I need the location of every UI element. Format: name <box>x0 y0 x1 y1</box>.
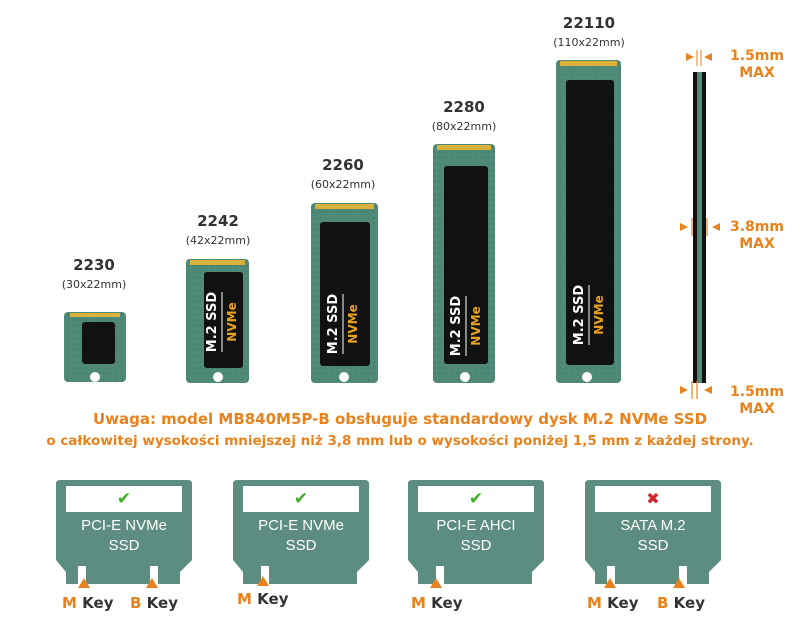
connector-card-4-line1: SATA M.2 <box>620 517 686 534</box>
dim-middle-arrows <box>680 218 720 236</box>
note-line-1: Uwaga: model MB840M5P-B obsługuje standa… <box>92 410 708 428</box>
note-line-2: o całkowitej wysokości mniejszej niż 3,8… <box>46 433 754 449</box>
module-2230-board <box>64 312 126 382</box>
key-letter: M <box>62 594 77 612</box>
module-2280-name: 2280 <box>443 98 485 116</box>
key-word: Key <box>673 594 705 612</box>
connector-card-4: ✖ SATA M.2 SSD <box>585 480 721 584</box>
module-22110-name: 22110 <box>562 14 616 32</box>
key-word: Key <box>82 594 114 612</box>
key-word: Key <box>607 594 639 612</box>
module-2280-label: M.2 SSD <box>449 296 464 357</box>
m-key-arrow-icon <box>604 578 616 588</box>
dim-top-label: 1.5mm MAX <box>722 48 792 82</box>
module-2242-name: 2242 <box>197 212 239 230</box>
module-2242-label: M.2 SSD <box>205 292 220 353</box>
connector-card-2-status-box <box>243 486 359 512</box>
module-2230-dims: (30x22mm) <box>61 278 127 291</box>
key-word: Key <box>146 594 178 612</box>
m-key-arrow-icon <box>257 576 269 586</box>
dim-bottom-unit: MAX <box>739 401 775 417</box>
connector-card-1: ✔ PCI-E NVMe SSD <box>56 480 192 584</box>
m-key-arrow-icon <box>78 578 90 588</box>
connector-card-3-status-box <box>418 486 534 512</box>
module-22110-label: M.2 SSD <box>572 285 587 346</box>
key-letter: M <box>411 594 426 612</box>
side-view-board <box>693 72 706 383</box>
module-2260-dims: (60x22mm) <box>310 178 376 191</box>
module-2260-nvme: NVMe <box>346 304 360 343</box>
module-2280-nvme: NVMe <box>469 306 483 345</box>
key-label-m: M Key <box>62 594 113 612</box>
module-22110-dims: (110x22mm) <box>553 36 625 49</box>
connector-card-2-line1: PCI-E NVMe <box>258 517 344 534</box>
module-2242-board <box>186 259 249 383</box>
key-word: Key <box>257 590 289 608</box>
dim-top-arrows <box>686 50 712 66</box>
module-2280-board <box>433 144 495 383</box>
key-label-m: M Key <box>587 594 638 612</box>
m-key-arrow-icon <box>430 578 442 588</box>
dim-bottom-value: 1.5mm <box>730 384 784 400</box>
b-key-arrow-icon <box>673 578 685 588</box>
dim-top-value: 1.5mm <box>730 48 784 64</box>
key-letter: M <box>587 594 602 612</box>
module-2260-label: M.2 SSD <box>326 294 341 355</box>
connector-card-4-line2: SSD <box>637 537 669 554</box>
key-letter: B <box>130 594 142 612</box>
connector-card-4-status-box <box>595 486 711 512</box>
module-2260-name: 2260 <box>322 156 364 174</box>
dim-middle-value: 3.8mm <box>730 219 784 235</box>
check-icon: ✔ <box>468 489 484 509</box>
connector-card-1-status-box <box>66 486 182 512</box>
key-label-b: B Key <box>130 594 178 612</box>
module-2230-name: 2230 <box>73 256 115 274</box>
dim-middle-label: 3.8mm MAX <box>722 219 792 253</box>
dim-middle-unit: MAX <box>739 236 775 252</box>
connector-card-2: ✔ PCI-E NVMe SSD <box>233 480 369 584</box>
cross-icon: ✖ <box>646 489 660 508</box>
b-key-arrow-icon <box>146 578 158 588</box>
key-label-m: M Key <box>411 594 462 612</box>
module-22110-board <box>556 60 621 383</box>
check-icon: ✔ <box>116 489 132 509</box>
key-label-b: B Key <box>657 594 705 612</box>
connector-card-3-line2: SSD <box>460 537 492 554</box>
check-icon: ✔ <box>293 489 309 509</box>
connector-card-1-line2: SSD <box>108 537 140 554</box>
key-letter: B <box>657 594 669 612</box>
connector-card-2-line2: SSD <box>285 537 317 554</box>
key-word: Key <box>431 594 463 612</box>
connector-card-1-line1: PCI-E NVMe <box>81 517 167 534</box>
connector-card-3-line1: PCI-E AHCI <box>436 517 516 534</box>
dim-bottom-arrows <box>680 381 712 399</box>
dim-bottom-label: 1.5mm MAX <box>722 384 792 418</box>
connector-card-3: ✔ PCI-E AHCI SSD <box>408 480 544 584</box>
dim-top-unit: MAX <box>739 65 775 81</box>
module-2280-dims: (80x22mm) <box>431 120 497 133</box>
key-label-m: M Key <box>237 590 288 608</box>
key-letter: M <box>237 590 252 608</box>
module-2242-dims: (42x22mm) <box>185 234 251 247</box>
modules-illustration: M.2 SSD NVMe M.2 SSD NVMe M.2 SSD NVMe M… <box>64 50 720 399</box>
module-2242-nvme: NVMe <box>225 302 239 341</box>
module-22110-nvme: NVMe <box>592 295 606 334</box>
module-2260-board <box>311 203 378 383</box>
